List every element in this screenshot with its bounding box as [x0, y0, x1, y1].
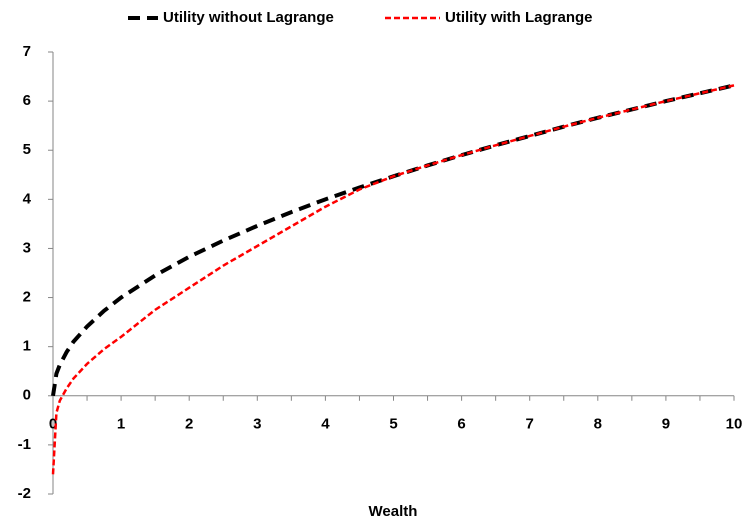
line-series — [51, 83, 735, 397]
x-tick-label: 1 — [117, 416, 125, 433]
x-tick-label: 5 — [389, 416, 397, 433]
y-tick-label: 5 — [23, 141, 31, 158]
legend-label: Utility with Lagrange — [445, 9, 593, 26]
y-tick-label: 1 — [23, 338, 31, 355]
x-tick-label: 0 — [49, 416, 57, 433]
y-tick-label: 0 — [23, 387, 31, 404]
x-tick-label: 7 — [526, 416, 534, 433]
legend-label: Utility without Lagrange — [163, 9, 334, 26]
x-tick-label: 3 — [253, 416, 261, 433]
x-tick-label: 6 — [457, 416, 465, 433]
y-tick-label: 2 — [23, 289, 31, 306]
y-tick-label: 3 — [23, 239, 31, 256]
y-tick-label: 4 — [23, 190, 32, 207]
x-tick-label: 8 — [594, 416, 602, 433]
x-tick-label: 9 — [662, 416, 670, 433]
y-tick-label: -2 — [18, 485, 31, 502]
y-tick-label: -1 — [18, 436, 31, 453]
line-series — [51, 84, 735, 475]
x-tick-label: 4 — [321, 416, 330, 433]
y-tick-label: 6 — [23, 92, 31, 109]
x-axis-label: Wealth — [369, 503, 418, 520]
x-tick-label: 10 — [726, 416, 743, 433]
x-tick-label: 2 — [185, 416, 193, 433]
y-tick-label: 7 — [23, 43, 31, 60]
